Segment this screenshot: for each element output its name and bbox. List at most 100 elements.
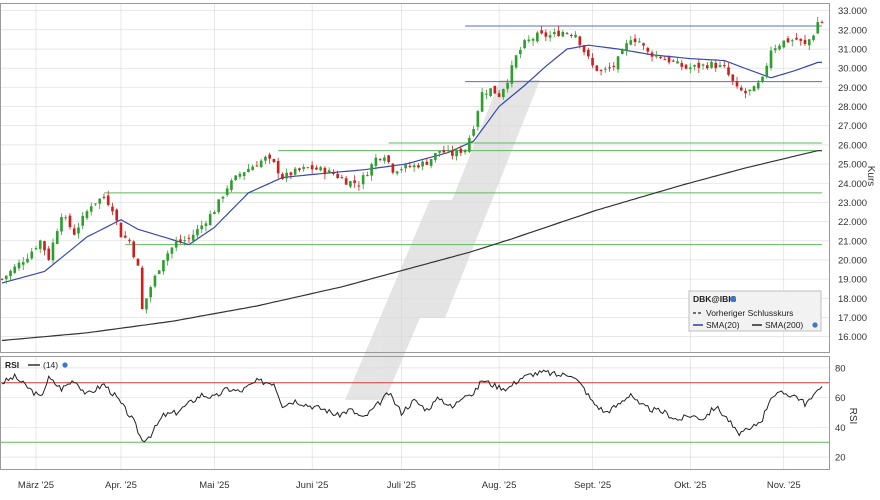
- candle: [735, 76, 739, 89]
- candle: [680, 59, 684, 71]
- candle-body: [119, 222, 123, 238]
- price-tick-label: 32.000: [838, 25, 867, 36]
- candle: [170, 246, 174, 259]
- candle-body: [349, 181, 352, 187]
- candle: [34, 245, 38, 251]
- candle-body: [383, 157, 386, 161]
- price-tick-label: 26.000: [838, 140, 867, 151]
- candle-body: [47, 248, 51, 260]
- candle-body: [480, 92, 484, 112]
- candle: [157, 270, 161, 275]
- candle: [608, 62, 611, 72]
- candle-body: [132, 241, 136, 258]
- candle: [646, 46, 650, 56]
- candle-body: [425, 161, 429, 165]
- candle-body: [387, 155, 390, 162]
- candle: [378, 158, 382, 162]
- watermark-logo: [345, 80, 540, 400]
- candle: [327, 167, 331, 174]
- candle-body: [548, 35, 552, 38]
- candle: [654, 50, 658, 59]
- candle: [281, 172, 284, 180]
- candle-body: [51, 242, 55, 261]
- candle-body: [111, 206, 114, 212]
- candle: [612, 62, 616, 71]
- candle-body: [183, 240, 187, 242]
- candle-body: [485, 93, 488, 95]
- candle: [438, 150, 441, 157]
- candle: [234, 175, 237, 181]
- candle: [238, 171, 242, 180]
- price-tick-label: 31.000: [838, 45, 867, 56]
- candle: [366, 171, 369, 177]
- candle: [94, 203, 97, 207]
- candle-body: [417, 165, 420, 168]
- rsi-tick-label: 40: [835, 423, 846, 434]
- price-tick-label: 30.000: [838, 64, 867, 75]
- price-tick-label: 20.000: [838, 255, 867, 266]
- candle: [149, 285, 153, 303]
- x-tick-label: Nov. '25: [767, 480, 801, 491]
- candle: [140, 265, 144, 310]
- legend-sma200-info-icon[interactable]: [812, 322, 818, 328]
- candle: [476, 109, 480, 131]
- candle: [650, 50, 654, 62]
- candle: [404, 162, 407, 173]
- candle: [344, 175, 348, 185]
- candle: [225, 185, 229, 198]
- rsi-grid: [1, 356, 829, 469]
- candle-body: [642, 43, 645, 46]
- candle: [276, 157, 280, 179]
- candle-body: [693, 64, 696, 67]
- candle: [442, 145, 446, 153]
- candle-body: [13, 266, 17, 273]
- candle-body: [89, 206, 93, 212]
- candle: [353, 175, 356, 188]
- candle-body: [421, 161, 424, 167]
- candle: [153, 274, 157, 289]
- rsi-info-icon[interactable]: [62, 362, 68, 368]
- candle-body: [391, 163, 395, 173]
- candle: [51, 238, 55, 264]
- candle-body: [191, 234, 195, 241]
- x-tick-label: Mai '25: [199, 480, 229, 491]
- candle: [293, 166, 297, 177]
- candle: [616, 55, 620, 73]
- candle: [166, 250, 170, 266]
- candle: [60, 213, 63, 235]
- candle-body: [128, 239, 131, 241]
- candle-body: [259, 160, 263, 167]
- candle: [264, 155, 267, 165]
- candle-body: [408, 165, 412, 167]
- candle-body: [731, 74, 735, 81]
- candle: [89, 202, 93, 216]
- candle: [357, 180, 361, 191]
- candle-body: [230, 180, 233, 190]
- candle-body: [234, 175, 237, 181]
- candle: [795, 33, 798, 41]
- candle-body: [68, 215, 72, 228]
- rsi-tick-label: 60: [835, 393, 846, 404]
- candle-body: [366, 174, 369, 177]
- candle: [731, 74, 735, 86]
- candle-body: [94, 203, 97, 205]
- candle-body: [157, 270, 161, 274]
- candle-body: [412, 165, 416, 168]
- legend-info-icon[interactable]: [730, 296, 736, 302]
- candle: [807, 38, 811, 50]
- candle: [582, 44, 586, 56]
- candle-body: [293, 168, 297, 175]
- candle-body: [174, 241, 178, 248]
- candle: [595, 65, 599, 72]
- candle-body: [625, 43, 628, 51]
- price-tick-label: 24.000: [838, 179, 867, 190]
- candle-body: [820, 21, 824, 23]
- candle: [98, 198, 102, 209]
- candle: [451, 145, 454, 160]
- candle: [285, 168, 288, 183]
- candle: [259, 158, 263, 169]
- price-grid: [1, 3, 829, 352]
- candlestick-series: [0, 16, 824, 314]
- candle-body: [213, 212, 216, 215]
- candle-body: [204, 223, 208, 227]
